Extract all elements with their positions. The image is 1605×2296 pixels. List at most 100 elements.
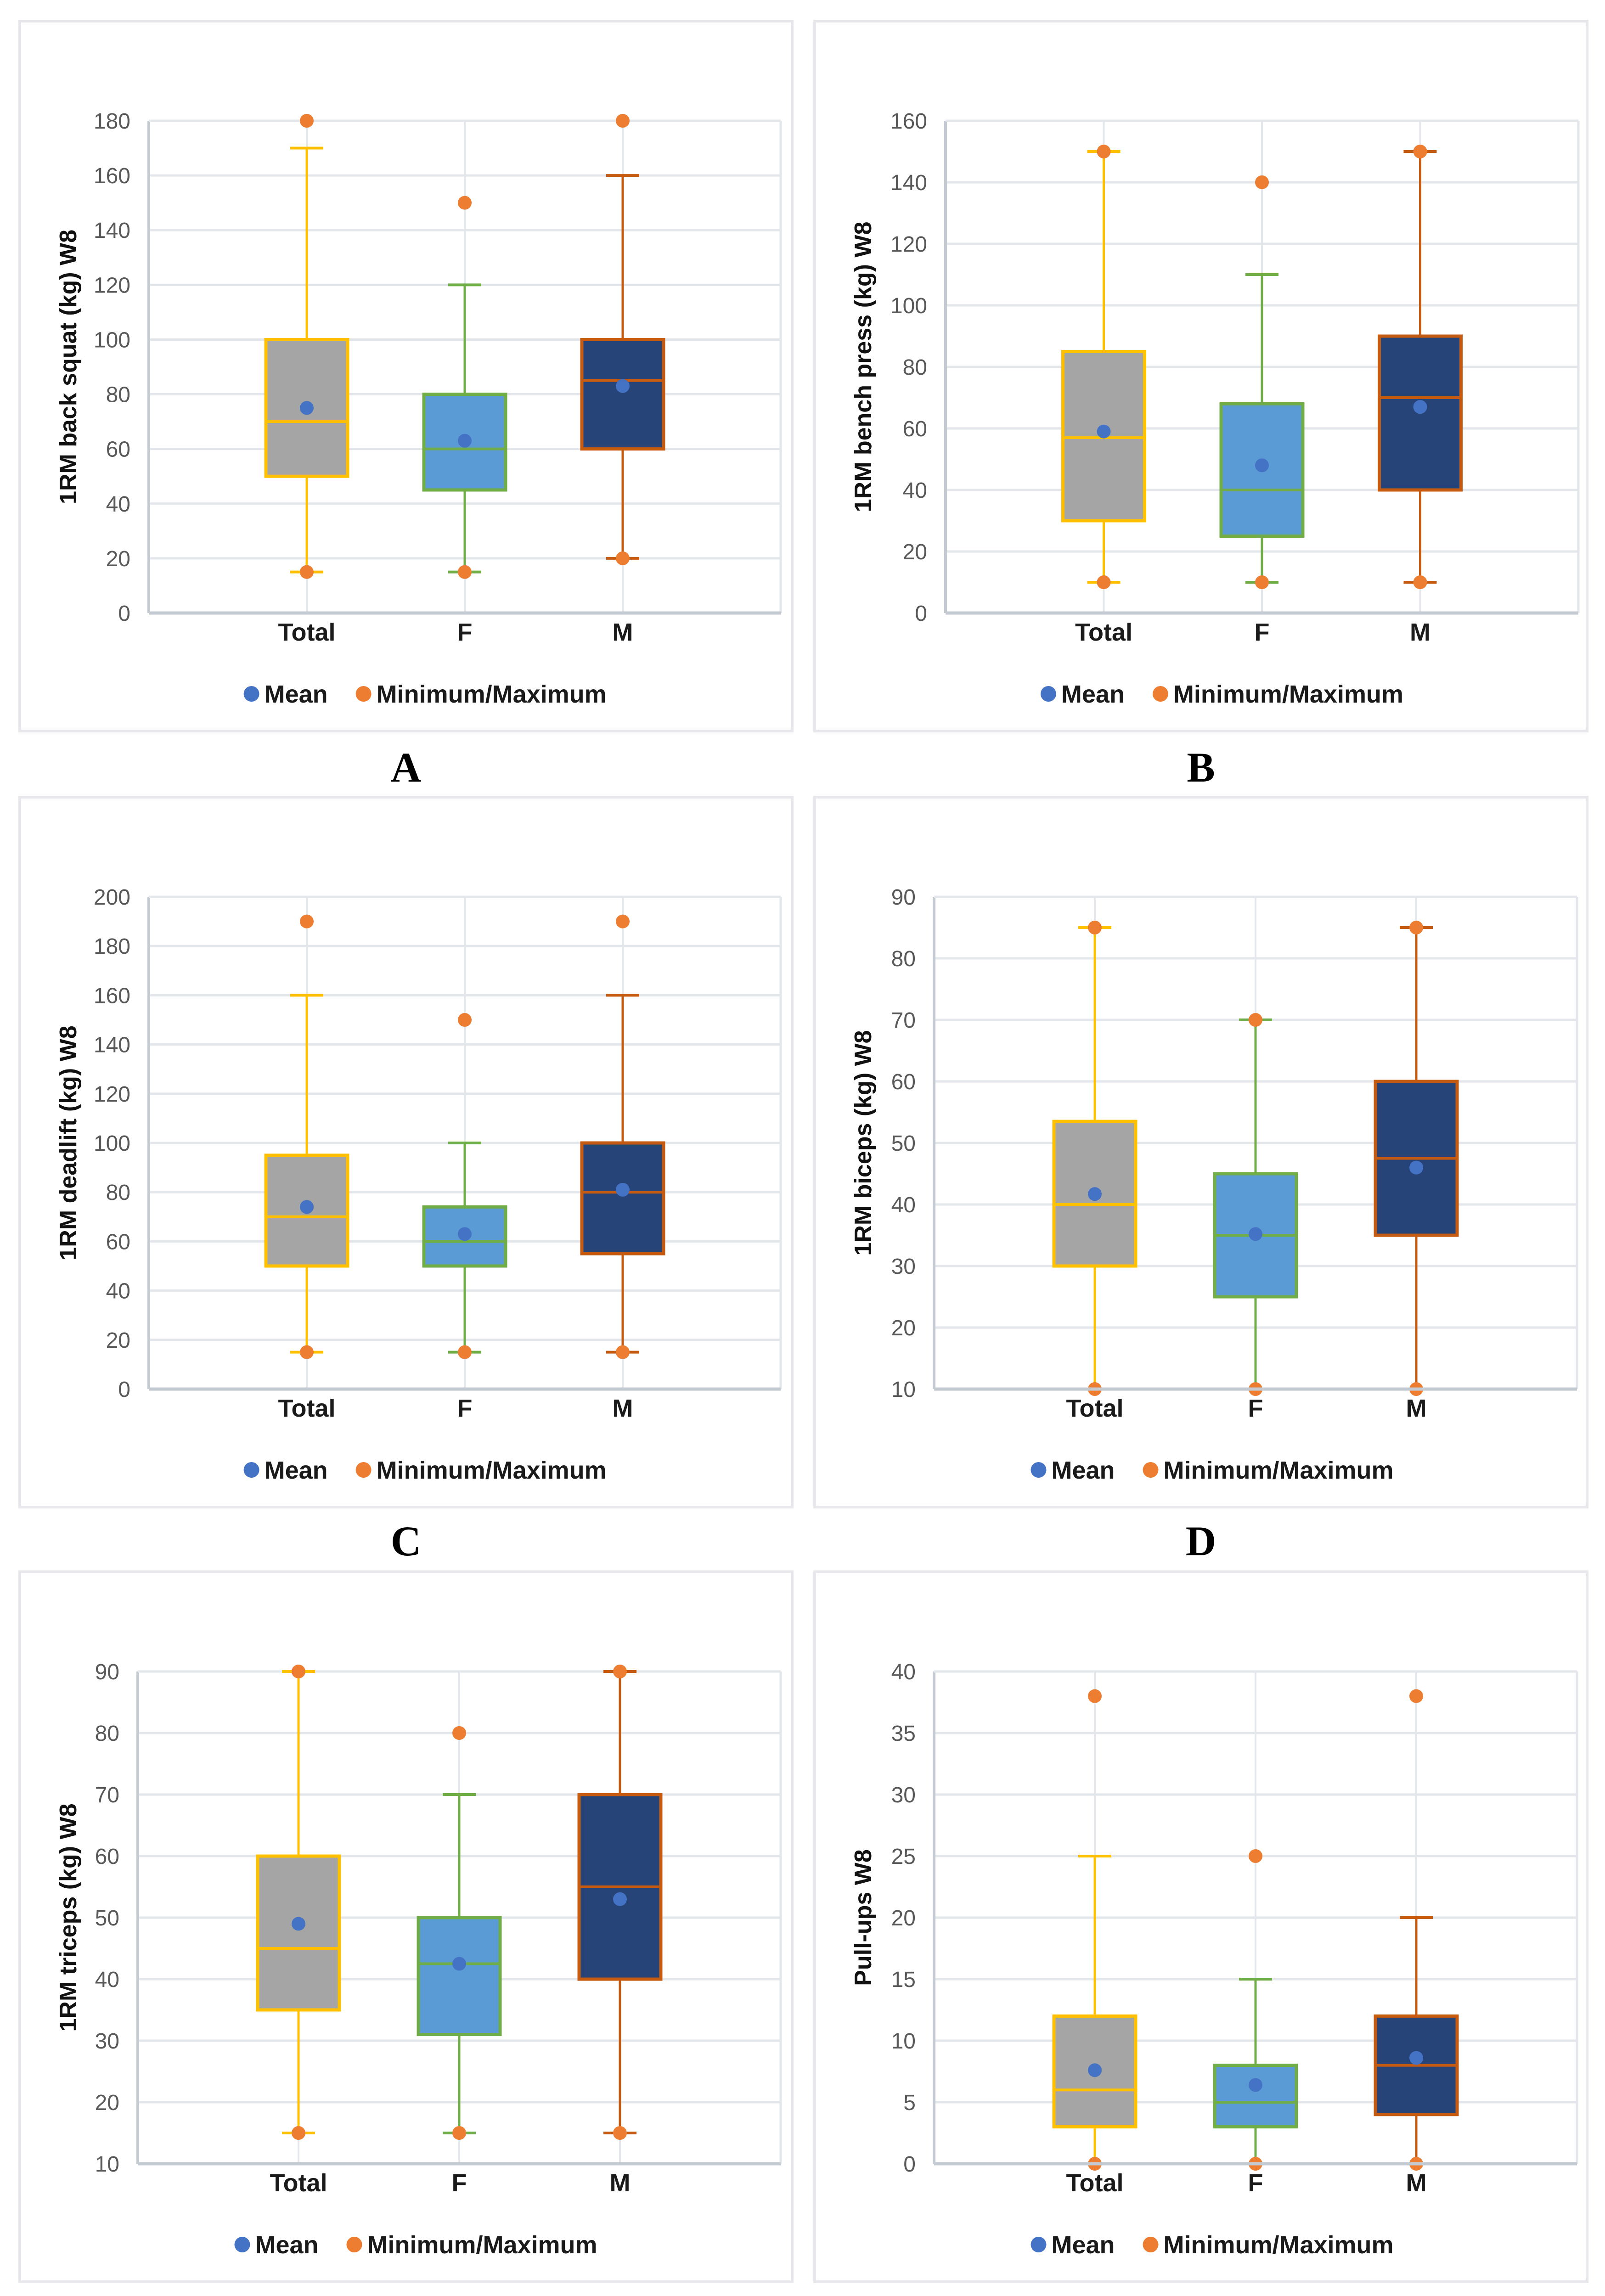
legend-minmax-marker [1152,686,1168,702]
y-tick-label: 180 [94,109,130,134]
y-tick-label: 40 [106,492,130,517]
y-tick-label: 50 [891,1131,916,1156]
chart-panel-b: 0 20 40 60 80 100 120 140 160 Total F M 1RM bench pr… [813,20,1588,732]
y-tick-label: 60 [106,438,130,462]
y-tick-label: 80 [106,383,130,407]
box-group-m [580,914,665,1359]
y-tick-label: 10 [891,2029,916,2054]
mean-point [1088,1187,1102,1201]
maximum-point [458,196,472,210]
mean-point [1255,458,1269,473]
x-category-label: Total [278,1395,336,1422]
y-tick-label: 20 [95,2091,119,2115]
box-group-m [577,1665,663,2140]
box-group-f [1213,1013,1298,1396]
box-iqr [256,1854,341,2012]
maximum-point [616,114,630,128]
mean-point [452,1957,466,1971]
legend-mean-label: Mean [1061,681,1125,708]
box-plot-f: 0 5 10 15 20 25 30 35 40 Total F M Pull-ups W8 Mean Mi… [850,1660,1578,2259]
maximum-point [1413,145,1427,158]
panel-letter-f: F [813,2294,1588,2296]
y-tick-label: 100 [94,328,130,352]
y-tick-label: 20 [891,1906,916,1930]
y-tick-label: 90 [95,1660,119,1684]
box-iqr [1378,334,1463,492]
legend-mean-marker [1031,1462,1047,1478]
chart-panel-f: 0 5 10 15 20 25 30 35 40 Total F M Pull-ups W8 Mean Mi… [813,1570,1588,2283]
x-category-label: M [1410,619,1430,646]
legend-minmax-marker [346,2237,362,2252]
maximum-point [613,1665,627,1678]
y-tick-label: 120 [94,1082,130,1107]
y-tick-label: 0 [903,2152,916,2177]
y-tick-label: 60 [891,1070,916,1094]
y-tick-label: 30 [95,2029,119,2054]
legend-minmax-label: Minimum/Maximum [367,2231,597,2259]
y-tick-label: 60 [106,1230,130,1254]
box-group-m [580,114,665,565]
x-category-label: F [457,619,473,646]
box-group-f [417,1726,502,2140]
x-category-label: Total [1066,2169,1124,2197]
x-category-label: M [610,2169,631,2197]
minimum-point [292,2126,305,2140]
y-tick-label: 40 [891,1660,916,1684]
x-category-label: F [1255,619,1270,646]
y-tick-label: 140 [890,171,927,195]
mean-point [1088,2063,1102,2077]
legend-mean-label: Mean [265,681,328,708]
y-tick-label: 35 [891,1722,916,1746]
legend-minmax-marker [1143,1462,1159,1478]
chart-panel-a: 0 20 40 60 80 100 120 140 160 180 Total F M 1RM back … [18,20,794,732]
panel-letter-c: C [390,1518,422,1564]
box-group-total [1052,1689,1138,2171]
minimum-point [452,2126,466,2140]
legend-mean-marker [234,2237,250,2252]
legend-mean-label: Mean [1052,1457,1115,1484]
mean-point [292,1917,305,1931]
x-category-label: F [1248,2169,1263,2197]
y-axis-title: 1RM biceps (kg) W8 [850,1030,877,1255]
y-tick-label: 10 [95,2152,119,2177]
y-tick-label: 30 [891,1255,916,1279]
mean-point [616,1182,630,1197]
box-group-total [264,114,349,579]
maximum-point [300,114,314,128]
legend-minmax-marker [1143,2237,1159,2252]
mean-point [300,1200,314,1214]
box-group-total [1052,921,1138,1396]
minimum-point [300,565,314,579]
box-group-f [1219,175,1305,589]
y-tick-label: 140 [94,1033,130,1058]
y-tick-label: 60 [95,1845,119,1869]
panel-letter-b: B [1187,744,1215,791]
legend-minmax-marker [355,686,372,702]
y-tick-label: 70 [95,1783,119,1807]
y-tick-label: 15 [891,1968,916,1992]
y-tick-label: 120 [94,273,130,298]
x-category-label: F [457,1395,473,1422]
chart-panel-d: 10 20 30 40 50 60 70 80 90 Total F M 1RM biceps (kg)… [813,796,1588,1508]
minimum-point [1255,575,1269,589]
legend-minmax-label: Minimum/Maximum [377,1457,607,1484]
box-group-m [1374,921,1459,1396]
y-tick-label: 50 [95,1906,119,1930]
legend-mean-label: Mean [1052,2231,1115,2259]
legend-minmax-label: Minimum/Maximum [1164,2231,1394,2259]
box-group-f [422,1013,507,1359]
maximum-point [1249,1849,1262,1863]
y-tick-label: 40 [891,1193,916,1217]
y-tick-label: 70 [891,1008,916,1033]
box-group-total [1061,145,1146,589]
chart-panel-c: 0 20 40 60 80 100 120 140 160 180 200 Total F M 1RM de… [18,796,794,1508]
x-category-label: Total [278,619,336,646]
legend-minmax-marker [355,1462,372,1478]
y-tick-label: 100 [94,1131,130,1156]
y-tick-label: 30 [891,1783,916,1807]
box-group-f [422,196,507,579]
maximum-point [1255,175,1269,189]
mean-point [1249,1227,1262,1241]
y-tick-label: 20 [106,547,130,571]
y-tick-label: 120 [890,232,927,257]
